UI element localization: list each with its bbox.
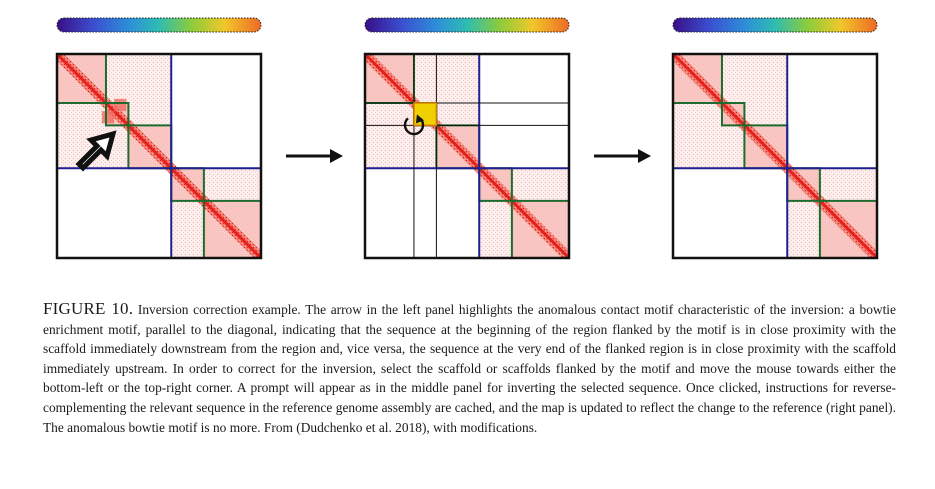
right-arrow-icon (594, 149, 651, 163)
scaffold-color-bar (364, 17, 570, 33)
hic-panel-right (671, 17, 879, 260)
diagonal-line (55, 52, 263, 260)
figure-caption: FIGURE 10. Inversion correction example.… (43, 299, 896, 437)
hic-panel-left (55, 17, 263, 260)
scaffold-boundary (721, 101, 746, 126)
rotate-icon (403, 117, 425, 136)
figure-label: FIGURE 10. (43, 299, 134, 318)
diagonal-line (363, 52, 571, 260)
scaffold-boundary (105, 101, 130, 126)
scaffold-color-bar (56, 17, 262, 33)
hic-panel-middle (363, 17, 571, 260)
panel-frame (55, 52, 263, 260)
caption-text: Inversion correction example. The arrow … (43, 302, 896, 435)
diagonal-arrow-icon (75, 130, 117, 172)
bowtie-motif (114, 98, 127, 112)
bowtie-motif (101, 111, 115, 124)
panel-frame (671, 52, 879, 260)
scaffold-color-bar (672, 17, 878, 33)
scaffold-boundary (720, 102, 745, 127)
scaffold-boundary (104, 102, 129, 127)
panel-frame (363, 52, 571, 260)
diagonal-line (671, 52, 879, 260)
rotate-arrowhead (415, 114, 424, 124)
right-arrow-icon (286, 149, 343, 163)
